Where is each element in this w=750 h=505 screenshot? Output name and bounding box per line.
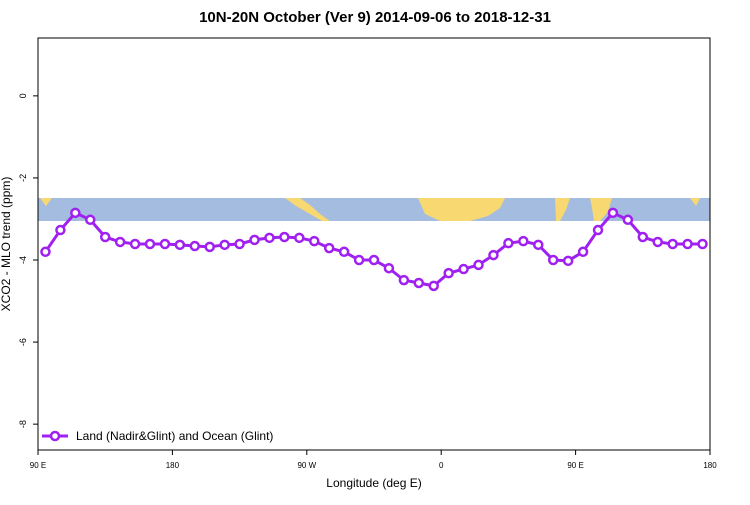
data-point (488, 249, 499, 261)
data-point (398, 274, 410, 286)
data-point (323, 242, 335, 254)
data-point (503, 237, 514, 249)
data-point (353, 254, 365, 266)
data-point (443, 267, 454, 279)
data-point (637, 231, 649, 243)
data-point (473, 259, 484, 271)
x-tick-label: 0 (439, 461, 444, 470)
y-tick-label: -6 (18, 338, 28, 346)
data-point (144, 238, 156, 250)
data-point (234, 238, 245, 250)
data-point (70, 207, 81, 219)
data-point (264, 232, 275, 244)
data-point (204, 241, 215, 253)
y-axis-label: XCO2 - MLO trend (ppm) (0, 177, 13, 312)
data-point (159, 238, 171, 250)
data-point (85, 214, 96, 226)
data-point (174, 239, 186, 251)
data-point (533, 239, 544, 251)
data-point (577, 246, 589, 258)
data-point (55, 224, 66, 236)
data-point (249, 234, 260, 246)
data-point (219, 239, 230, 251)
data-point (607, 207, 619, 219)
data-point (413, 277, 425, 289)
data-point (652, 236, 663, 248)
data-point (294, 232, 305, 244)
data-point (309, 235, 320, 247)
data-point (622, 214, 634, 226)
x-tick-label: 180 (703, 461, 717, 470)
map-band (38, 198, 710, 221)
data-point (458, 263, 469, 275)
y-tick-label: -8 (18, 420, 28, 428)
data-point (547, 254, 559, 266)
series-line (44, 210, 703, 288)
y-tick-label: -2 (18, 174, 28, 182)
x-tick-label: 90 E (30, 461, 46, 470)
chart-title: 10N-20N October (Ver 9) 2014-09-06 to 20… (199, 9, 551, 26)
legend-label: Land (Nadir&Glint) and Ocean (Glint) (76, 429, 273, 443)
x-tick-label: 90 W (297, 461, 316, 470)
data-point (518, 235, 529, 247)
y-tick-label: 0 (18, 93, 28, 98)
data-point (383, 262, 395, 274)
data-point (189, 240, 201, 252)
data-point (99, 231, 111, 243)
data-point (697, 238, 708, 250)
data-point (368, 254, 380, 266)
data-point (682, 238, 693, 250)
legend: Land (Nadir&Glint) and Ocean (Glint) (42, 429, 273, 443)
legend-marker (49, 430, 61, 442)
data-point (338, 246, 350, 258)
data-point (40, 246, 51, 258)
data-point (279, 231, 290, 243)
y-tick-label: -4 (18, 256, 28, 264)
plot-frame (37, 37, 711, 451)
x-tick-label: 180 (166, 461, 180, 470)
data-point (428, 280, 439, 292)
data-point (667, 238, 678, 250)
x-axis-label: Longitude (deg E) (326, 476, 421, 490)
data-point (114, 236, 126, 248)
data-point (562, 255, 574, 267)
x-tick-label: 90 E (567, 461, 583, 470)
data-point (129, 238, 141, 250)
data-point (592, 224, 604, 236)
